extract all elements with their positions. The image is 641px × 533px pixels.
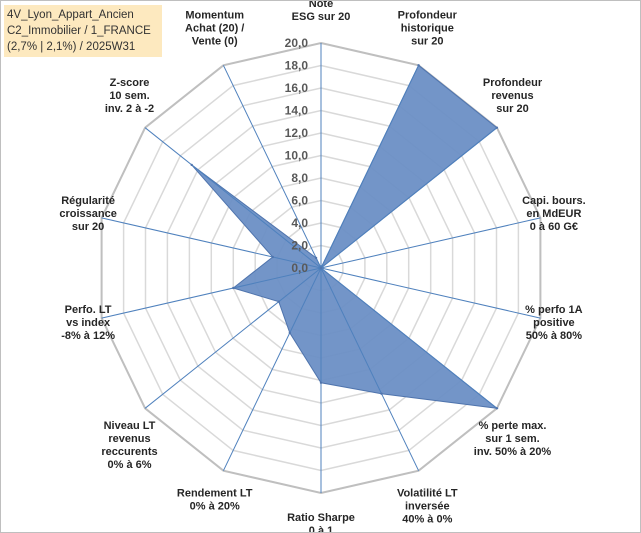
axis-label-8-line-1: Ratio Sharpe [287,512,355,524]
axis-label-5-line-3: 50% à 80% [526,330,582,342]
tick-label-5: 10,0 [285,149,309,163]
spoke-4 [320,217,541,269]
axis-label-13-line-1: Z-score [110,77,150,89]
spoke-12 [101,217,322,269]
axis-label-12: Régularité croissance sur 20 [59,195,116,233]
axis-label-10-line-3: reccurents [101,446,157,458]
axis-label-4-line-2: en MdEUR [526,208,581,220]
axis-label-9-line-1: Rendement LT [177,488,253,500]
axis-label-6-line-3: inv. 50% à 20% [474,446,552,458]
axis-label-5-line-2: positive [533,317,575,329]
data-point-8 [319,381,323,384]
axis-label-3-line-3: sur 20 [496,103,528,115]
tick-label-3: 6,0 [291,194,308,208]
spoke-3 [320,127,498,269]
spoke-5 [320,267,541,319]
axis-label-1-line-2: ESG sur 20 [292,11,351,23]
data-point-14 [314,256,318,260]
axis-label-8-line-2: 0 à 1 [309,525,333,532]
axis-label-13: Z-score 10 sem. inv. 2 à -2 [105,77,154,115]
tick-label-2: 4,0 [291,216,308,230]
axis-label-10-line-4: 0% à 6% [107,459,151,471]
info-box: 4V_Lyon_Appart_Ancien C2_Immobilier / 1_… [4,5,162,57]
series-area [191,64,499,410]
axis-label-3-line-1: Profondeur [483,77,543,89]
tick-label-4: 8,0 [291,171,308,185]
tick-label-1: 2,0 [291,239,308,253]
axis-label-2-line-1: Profondeur [398,9,458,21]
spoke-14 [222,65,322,269]
tick-label-7: 14,0 [285,104,309,118]
data-point-12 [271,255,274,259]
axis-label-5-line-1: % perfo 1A [525,304,583,316]
axis-label-6-line-1: % perte max. [479,420,547,432]
axis-label-7-line-3: 40% à 0% [402,514,452,526]
axis-label-2-line-2: historique [401,22,454,34]
spoke-9 [222,267,322,471]
axis-label-6: % perte max. sur 1 sem. inv. 50% à 20% [474,420,552,458]
axis-label-4-line-1: Capi. bours. [522,195,586,207]
axis-label-12-line-2: croissance [59,208,116,220]
axis-label-13-line-2: 10 sem. [109,90,149,102]
axis-label-14-line-3: Vente (0) [192,35,238,47]
info-box-line-1: 4V_Lyon_Appart_Ancien [7,9,134,21]
spoke-7 [320,267,420,471]
spoke-13 [144,127,322,269]
tick-label-6: 12,0 [285,126,309,140]
tick-label-0: 0,0 [291,261,308,275]
data-point-13 [190,163,193,167]
axis-label-1-line-1: Note [309,1,333,10]
info-box-line-2: C2_Immobilier / 1_FRANCE [7,25,151,37]
axis-label-2: Profondeur historique sur 20 [398,9,458,47]
axis-label-8: Ratio Sharpe 0 à 1 [287,512,355,532]
spoke-2 [320,65,420,269]
axis-label-14-line-2: Achat (20) / [185,22,244,34]
axis-label-5: % perfo 1A positive 50% à 80% [525,304,583,342]
axis-label-12-line-3: sur 20 [72,221,104,233]
axis-label-10-line-1: Niveau LT [104,420,156,432]
axis-label-2-line-3: sur 20 [411,35,443,47]
axis-label-7-line-1: Volatilité LT [397,488,458,500]
spoke-11 [101,267,322,319]
axis-label-10: Niveau LT revenus reccurents 0% à 6% [101,420,157,471]
axis-label-11-line-3: -8% à 12% [61,330,115,342]
axis-label-11-line-1: Perfo. LT [65,304,112,316]
data-point-9 [288,331,291,335]
data-point-3 [495,126,499,129]
axis-label-11-line-2: vs index [66,317,111,329]
axis-label-13-line-3: inv. 2 à -2 [105,103,154,115]
data-point-7 [380,392,383,395]
axis-label-7-line-2: inversée [405,501,450,513]
data-point-10 [277,300,280,303]
info-box-line-3: (2,7% | 2,1%) / 2025W31 [7,41,136,53]
axis-label-11: Perfo. LT vs index -8% à 12% [61,304,115,342]
axis-label-9: Rendement LT 0% à 20% [177,488,253,513]
axis-label-14-line-1: Momentum [185,9,244,21]
axis-label-4: Capi. bours. en MdEUR 0 à 60 G€ [522,195,586,233]
data-point-2 [417,64,420,67]
data-point-6 [495,407,499,410]
axis-label-12-line-1: Régularité [61,195,115,207]
axis-label-9-line-2: 0% à 20% [190,501,240,513]
axis-label-10-line-2: revenus [108,433,150,445]
axis-label-1: Note ESG sur 20 [292,1,351,23]
tick-label-10: 20,0 [285,36,309,50]
spoke-10 [144,267,322,409]
spoke-6 [320,267,498,409]
data-point-11 [232,286,235,290]
tick-label-8: 16,0 [285,81,309,95]
axis-label-14: Momentum Achat (20) / Vente (0) [185,9,244,47]
axis-label-3-line-2: revenus [491,90,533,102]
data-point-5 [319,266,323,270]
tick-label-9: 18,0 [285,59,309,73]
axis-label-7: Volatilité LT inversée 40% à 0% [397,488,458,526]
axis-label-6-line-2: sur 1 sem. [485,433,539,445]
axis-label-3: Profondeur revenus sur 20 [483,77,543,115]
axis-label-4-line-3: 0 à 60 G€ [530,221,578,233]
